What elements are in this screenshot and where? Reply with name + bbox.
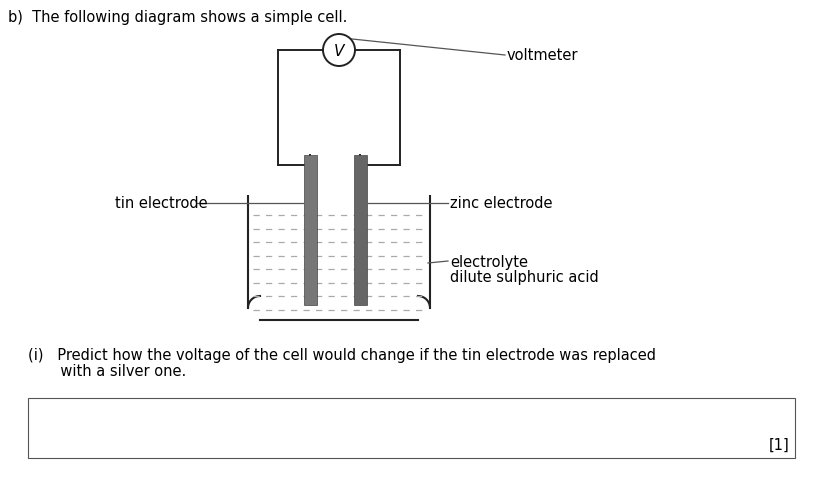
Text: electrolyte: electrolyte	[450, 255, 528, 270]
Circle shape	[323, 34, 355, 66]
Text: [1]: [1]	[768, 438, 789, 453]
Text: zinc electrode: zinc electrode	[450, 195, 553, 211]
Text: voltmeter: voltmeter	[507, 48, 578, 62]
Bar	[354, 155, 366, 305]
Text: with a silver one.: with a silver one.	[28, 364, 186, 379]
Text: V: V	[334, 44, 344, 58]
Text: dilute sulphuric acid: dilute sulphuric acid	[450, 270, 599, 285]
Bar	[28, 398, 795, 458]
Text: tin electrode: tin electrode	[115, 195, 208, 211]
Bar	[304, 155, 316, 305]
Text: b)  The following diagram shows a simple cell.: b) The following diagram shows a simple …	[8, 10, 347, 25]
Text: (i)   Predict how the voltage of the cell would change if the tin electrode was : (i) Predict how the voltage of the cell …	[28, 348, 656, 363]
